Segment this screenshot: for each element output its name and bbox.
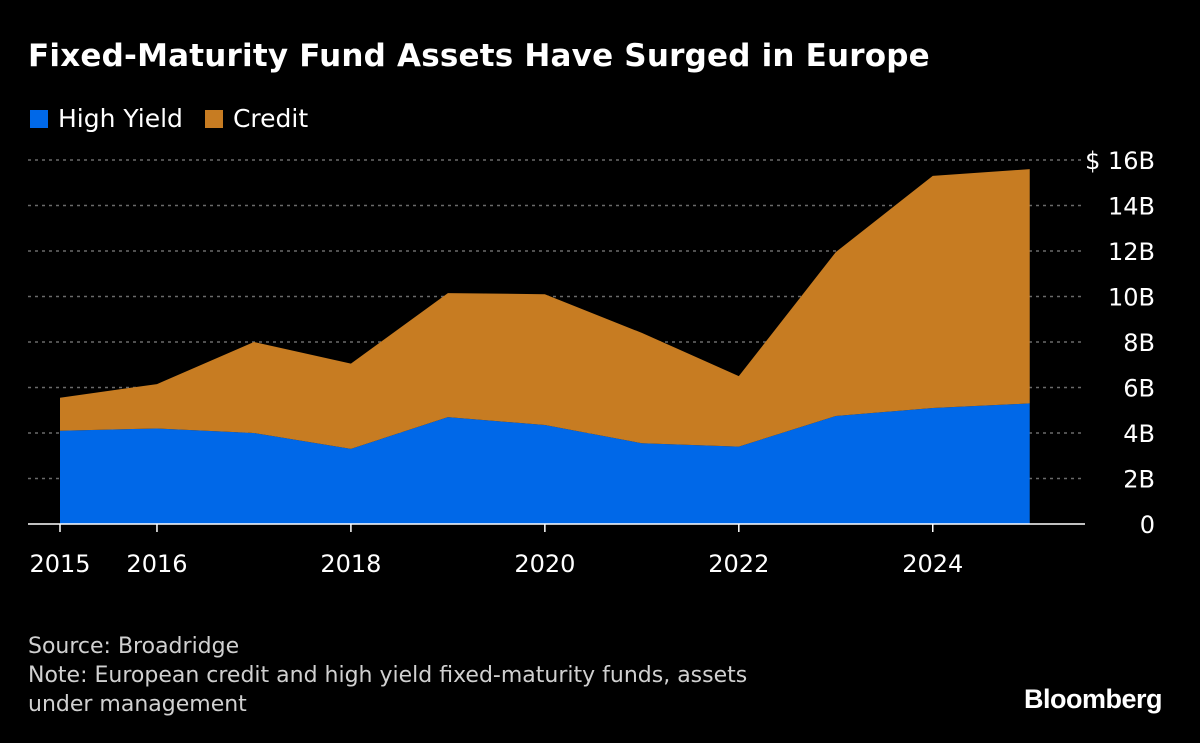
x-tick-label-2024: 2024 (902, 550, 963, 578)
y-tick-label-16: $ 16B (1085, 147, 1155, 175)
legend-swatch-high-yield (30, 109, 48, 128)
y-tick-label-0: 0 (1140, 511, 1155, 539)
source-note: Source: Broadridge (28, 634, 240, 659)
legend-item-credit: Credit (204, 104, 309, 133)
x-tick-label-2015: 2015 (29, 550, 90, 578)
x-tick-label-2018: 2018 (320, 550, 381, 578)
area-credit (60, 169, 1030, 449)
bloomberg-logo: Bloomberg (1023, 684, 1163, 714)
legend-label-credit: Credit (232, 104, 309, 133)
x-tick-label-2020: 2020 (514, 550, 575, 578)
y-tick-label-12: 12B (1108, 238, 1155, 266)
y-tick-label-10: 10B (1108, 284, 1155, 312)
legend-item-high-yield: High Yield (30, 104, 183, 133)
y-tick-label-4: 4B (1123, 420, 1155, 448)
x-tick-label-2016: 2016 (126, 550, 187, 578)
y-tick-label-6: 6B (1123, 375, 1155, 403)
legend: High Yield Credit (30, 104, 330, 133)
legend-label-high-yield: High Yield (58, 104, 183, 133)
chart-title: Fixed-Maturity Fund Assets Have Surged i… (28, 38, 930, 74)
footer: Source: Broadridge Note: European credit… (28, 632, 747, 719)
x-tick-label-2022: 2022 (708, 550, 769, 578)
y-tick-label-2: 2B (1123, 466, 1155, 494)
footnote-line-2: under management (28, 692, 247, 717)
legend-swatch-credit (204, 109, 223, 128)
area-high-yield (60, 403, 1030, 524)
y-tick-label-8: 8B (1123, 329, 1155, 357)
y-tick-label-14: 14B (1108, 193, 1155, 221)
footnote-line-1: Note: European credit and high yield fix… (28, 663, 748, 688)
